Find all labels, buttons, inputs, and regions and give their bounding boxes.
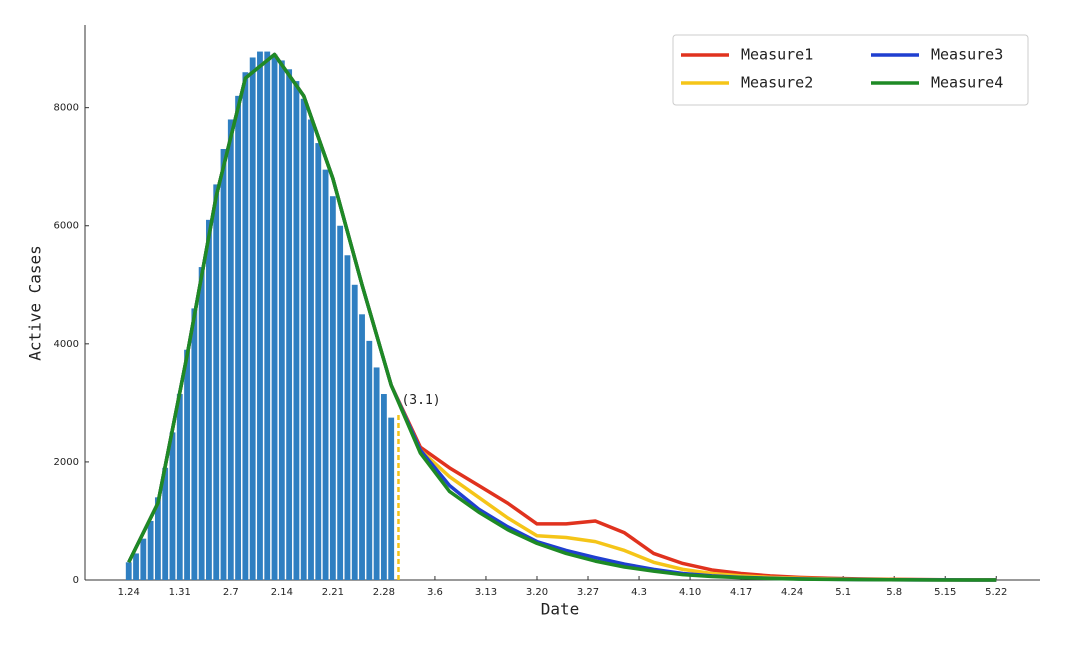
bar xyxy=(169,432,176,580)
bar xyxy=(220,148,227,580)
x-tick-label: 5.22 xyxy=(985,587,1007,598)
bar xyxy=(308,119,314,581)
x-tick-label: 3.6 xyxy=(427,587,443,598)
x-tick-label: 2.7 xyxy=(223,587,239,598)
bar xyxy=(264,51,271,580)
bar xyxy=(322,169,329,581)
bar xyxy=(300,98,307,580)
bar xyxy=(242,72,249,580)
x-tick-label: 2.21 xyxy=(322,587,344,598)
bar xyxy=(337,225,344,580)
y-tick-label: 8000 xyxy=(54,103,79,114)
x-tick-label: 4.10 xyxy=(679,587,701,598)
bar xyxy=(198,267,205,580)
bar xyxy=(315,143,322,580)
x-tick-label: 5.8 xyxy=(886,587,902,598)
bar xyxy=(373,367,380,580)
line-series xyxy=(127,52,997,582)
legend-box xyxy=(672,34,1029,106)
bar xyxy=(184,349,190,580)
bar xyxy=(293,81,300,580)
y-axis-label: Active Cases xyxy=(26,245,45,361)
bar xyxy=(125,562,132,580)
x-tick-label: 3.13 xyxy=(475,587,497,598)
y-tick-label: 4000 xyxy=(54,339,79,350)
bar xyxy=(235,95,242,580)
bar xyxy=(227,119,234,581)
x-tick-label: 1.31 xyxy=(169,587,191,598)
annotation: (3.1) xyxy=(401,393,440,408)
bar xyxy=(329,196,336,581)
bar xyxy=(278,60,285,580)
legend: Measure1 Measure2 Measure3 Measure4 xyxy=(672,34,1029,106)
bar xyxy=(147,520,154,580)
legend-label: Measure1 xyxy=(741,46,813,64)
legend-label: Measure4 xyxy=(931,74,1003,92)
x-axis-label: Date xyxy=(541,600,580,619)
bar xyxy=(344,255,351,580)
x-tick-label: 3.27 xyxy=(577,587,599,598)
y-tick-label: 0 xyxy=(73,575,79,586)
bar xyxy=(133,553,139,580)
x-tick-label: 1.24 xyxy=(118,587,140,598)
bar xyxy=(191,308,198,580)
y-tick-label: 6000 xyxy=(54,221,79,232)
bar xyxy=(359,314,365,580)
bar xyxy=(380,394,387,580)
bar xyxy=(388,417,395,580)
x-tick-label: 4.17 xyxy=(730,587,752,598)
legend-label: Measure2 xyxy=(741,74,813,92)
bar xyxy=(249,57,256,581)
x-tick-label: 4.24 xyxy=(781,587,803,598)
bar xyxy=(286,69,293,580)
bar xyxy=(206,219,212,580)
bar xyxy=(271,54,278,580)
bar xyxy=(140,538,147,580)
bar xyxy=(366,340,373,580)
bar xyxy=(176,394,183,580)
x-tick-label: 4.3 xyxy=(631,587,647,598)
bar xyxy=(351,284,358,580)
x-tick-label: 5.1 xyxy=(835,587,851,598)
bar xyxy=(154,497,161,580)
bar xyxy=(257,51,263,580)
x-tick-label: 5.15 xyxy=(934,587,956,598)
x-tick-label: 3.20 xyxy=(526,587,548,598)
x-tick-label: 2.28 xyxy=(373,587,395,598)
bar xyxy=(213,184,220,580)
legend-label: Measure3 xyxy=(931,46,1003,64)
x-tick-label: 2.14 xyxy=(271,587,293,598)
y-tick-label: 2000 xyxy=(54,457,79,468)
bar xyxy=(162,467,169,580)
